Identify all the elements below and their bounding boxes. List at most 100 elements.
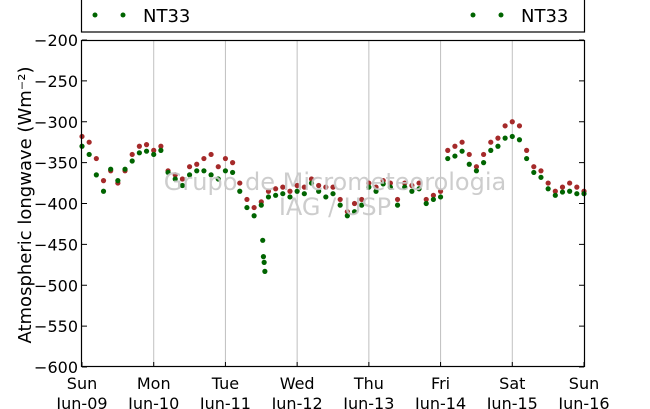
data-point [273,186,279,192]
data-point [445,147,451,153]
data-point [222,168,229,174]
data-point [351,209,358,215]
data-point [473,164,480,170]
y-tick-label: −450 [34,235,78,254]
data-point [423,200,429,207]
data-point [552,188,558,194]
legend-marker-left-a [92,12,98,18]
data-point [260,254,267,260]
data-point [237,188,243,194]
data-point [394,202,401,208]
data-point [538,168,544,174]
data-point [531,164,537,170]
data-point [86,151,92,158]
data-point [481,151,487,158]
data-point [344,209,350,215]
data-point [402,184,408,190]
y-axis: −200 −250 −300 −350 −400 −450 −500 −550 −600 [34,31,584,377]
x-tick-date: Jun-14 [414,394,466,409]
legend-label-left: NT33 [143,6,190,27]
watermark-line-2: IAG / USP [279,193,391,221]
data-point [402,180,408,186]
data-point [524,155,530,162]
data-point [93,155,99,162]
data-point [251,213,257,219]
data-point [337,196,343,203]
data-point [172,172,178,178]
data-point [115,178,121,184]
data-point [262,268,268,274]
data-point [452,143,458,149]
data-point [108,166,114,172]
data-point [559,184,566,190]
data-point [244,204,250,211]
x-axis: SunJun-09MonJun-10TueJun-11WedJun-12ThuJ… [55,362,610,409]
y-axis-label: Atmospheric longwave (Wm⁻²) [15,66,36,343]
data-point [323,194,329,200]
x-tick-day: Wed [280,374,315,393]
x-tick-day: Sat [499,374,525,393]
data-point [201,155,207,162]
data-point [509,133,515,140]
x-tick-day: Tue [211,374,239,393]
data-point [86,139,92,145]
x-tick-date: Jun-09 [55,394,107,409]
data-point [244,196,250,203]
data-point [251,204,257,211]
data-point [552,192,558,198]
data-point [316,182,322,189]
data-point [495,135,501,141]
data-point [122,166,128,172]
data-point [466,151,472,158]
data-point [136,150,142,156]
data-point [416,180,422,186]
data-point [466,161,472,167]
data-point [567,180,573,186]
data-point [100,178,107,184]
data-point [151,151,157,158]
data-point [344,213,350,219]
y-tick-label: −400 [34,195,78,214]
y-tick-label: −550 [34,317,78,336]
data-point [186,164,193,170]
data-point [531,169,537,176]
data-point [545,186,551,192]
data-point [136,143,142,149]
y-tick-label: −250 [34,72,78,91]
data-point [179,182,185,189]
data-point [172,176,178,182]
data-point [280,191,286,197]
data-point [538,174,544,180]
data-point [143,142,150,148]
x-tick-day: Thu [353,374,384,393]
data-point [509,119,515,125]
legend-entry-right: NT33 [470,6,568,27]
data-point [373,188,379,194]
x-tick-date: Jun-10 [127,394,179,409]
x-tick-date: Jun-16 [557,394,609,409]
data-point [208,151,214,158]
data-point [230,160,236,166]
data-point [409,188,415,194]
data-point [502,123,508,129]
data-point [287,194,293,200]
y-tick-label: −600 [34,358,78,377]
x-tick-day: Fri [431,374,450,393]
data-points [79,119,587,274]
data-point [380,181,386,187]
data-point [445,155,451,162]
data-point [230,169,236,176]
plot-frame [80,39,586,368]
data-point [158,147,164,153]
x-tick-day: Sun [67,374,97,393]
data-point [330,184,336,190]
data-point [559,189,566,195]
data-point [430,192,436,198]
data-point [280,184,286,190]
data-point [495,143,501,149]
data-point [215,164,221,170]
x-tick-date: Jun-13 [342,394,394,409]
watermark-line-1: Grupo de Micrometeorologia [164,168,506,196]
data-point [488,147,494,153]
data-point [516,123,523,129]
